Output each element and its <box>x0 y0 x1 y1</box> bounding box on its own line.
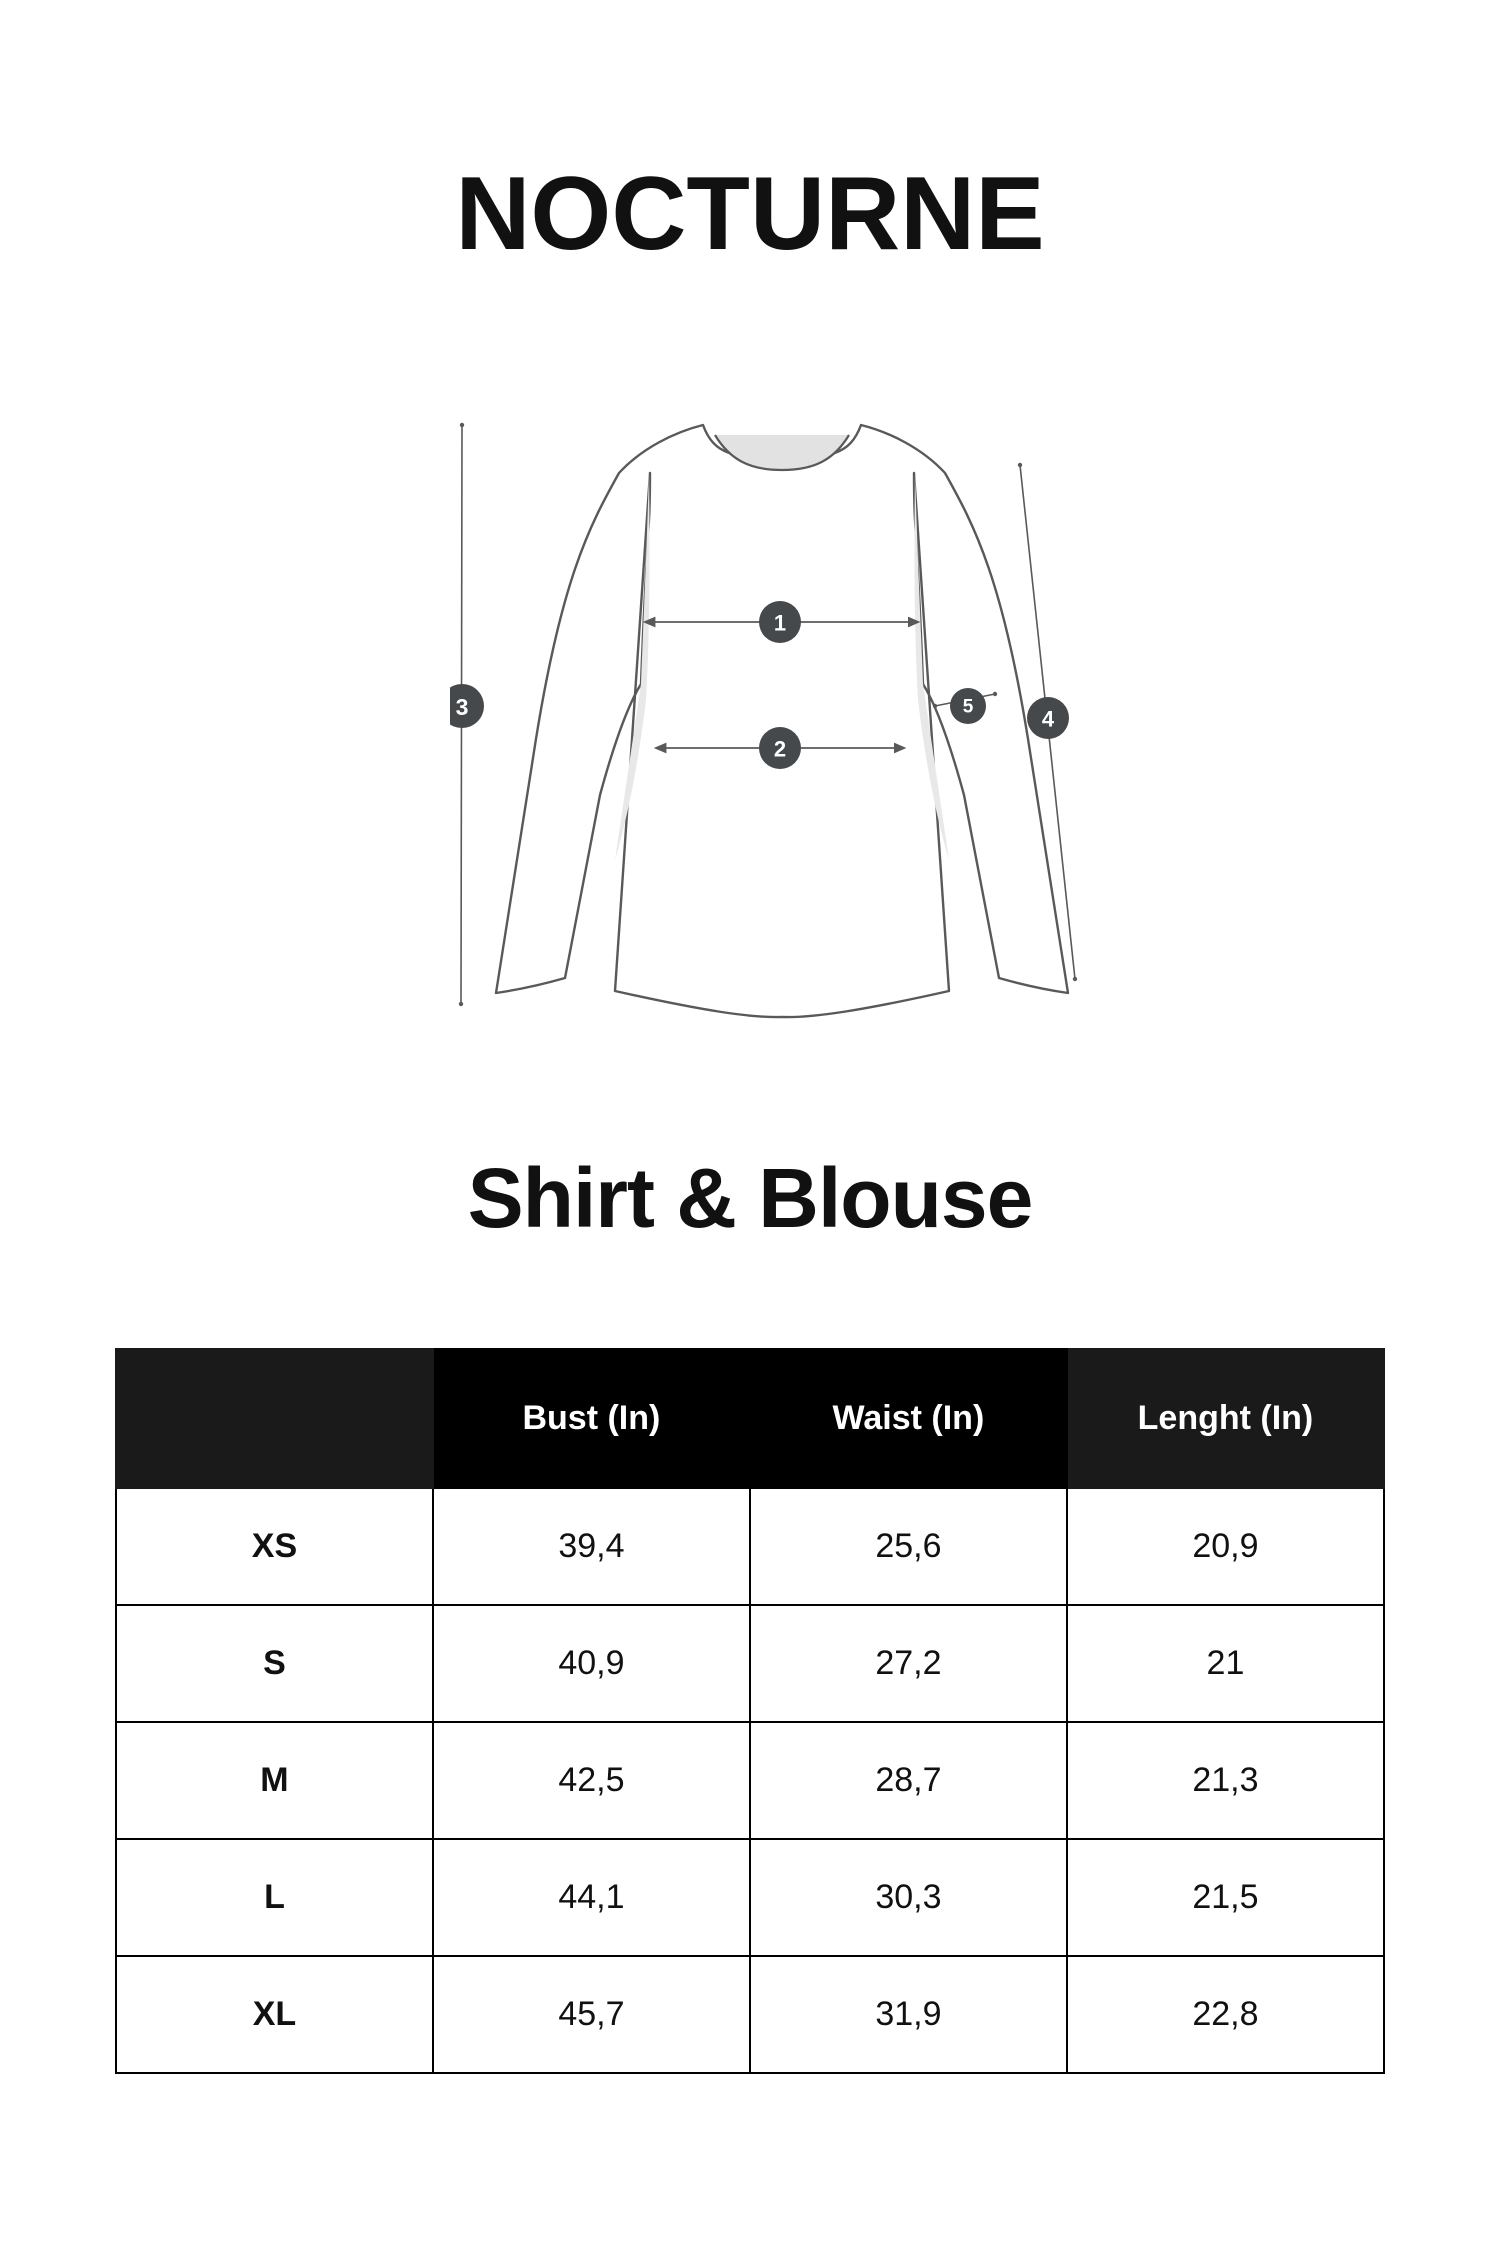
svg-text:2: 2 <box>774 737 786 762</box>
svg-text:4: 4 <box>1042 707 1055 732</box>
svg-text:1: 1 <box>774 611 786 636</box>
svg-text:3: 3 <box>456 694 469 720</box>
svg-text:5: 5 <box>963 697 974 718</box>
